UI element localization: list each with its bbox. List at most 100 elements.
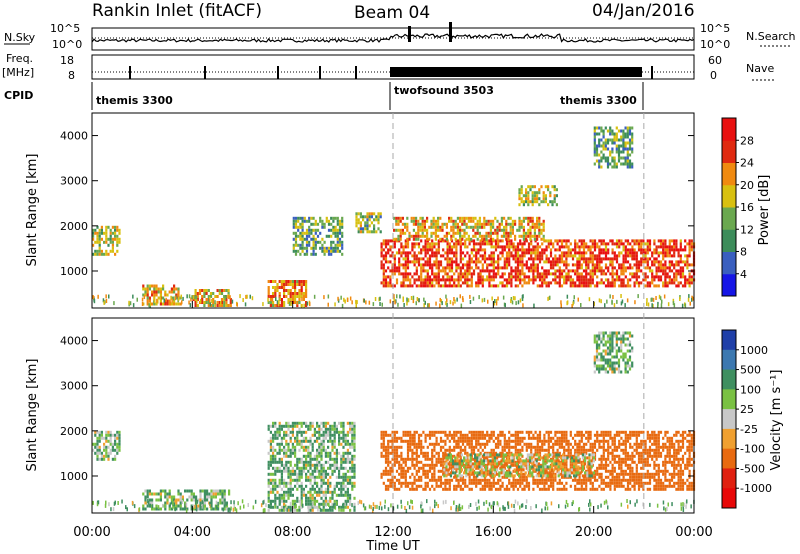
heatmap-cell — [426, 463, 429, 467]
heatmap-cell — [483, 251, 487, 255]
heatmap-cell — [472, 445, 476, 449]
heatmap-cell — [478, 231, 481, 235]
heatmap-cell — [269, 472, 272, 476]
heatmap-cell — [593, 147, 596, 151]
heatmap-cell — [335, 493, 338, 497]
heatmap-cell — [333, 430, 336, 434]
heatmap-cell — [159, 498, 162, 502]
heatmap-cell — [307, 499, 310, 503]
heatmap-cell — [420, 281, 423, 285]
heatmap-cell — [514, 278, 517, 282]
heatmap-cell — [622, 138, 625, 142]
heatmap-cell — [450, 251, 454, 255]
heatmap-cell — [444, 284, 447, 288]
heatmap-cell — [476, 237, 479, 241]
heatmap-cell — [366, 221, 369, 225]
heatmap-cell — [525, 445, 528, 449]
heatmap-cell — [296, 481, 299, 485]
heatmap-cell — [542, 197, 545, 201]
heatmap-cell — [294, 240, 298, 244]
heatmap-cell — [428, 466, 432, 470]
heatmap-cell — [609, 263, 612, 267]
heatmap-cell — [565, 263, 568, 267]
heatmap-cell — [527, 203, 530, 207]
heatmap-cell — [307, 445, 310, 449]
heatmap-cell — [340, 430, 343, 434]
heatmap-noise — [141, 302, 144, 306]
heatmap-cell — [591, 239, 594, 243]
heatmap-cell — [435, 439, 438, 443]
nsky-spike-2 — [408, 26, 411, 42]
heatmap-cell — [320, 481, 323, 485]
heatmap-cell — [382, 266, 385, 270]
heatmap-cell — [142, 287, 145, 291]
heatmap-cell — [673, 248, 676, 252]
heatmap-cell — [437, 454, 440, 458]
heatmap-cell — [563, 239, 566, 243]
heatmap-cell — [578, 239, 581, 243]
heatmap-cell — [435, 451, 438, 455]
heatmap-cell — [353, 502, 356, 506]
heatmap-cell — [146, 489, 149, 493]
heatmap-cell — [494, 260, 498, 264]
heatmap-cell — [294, 295, 297, 298]
heatmap-cell — [604, 257, 608, 261]
heatmap-cell — [569, 248, 572, 252]
heatmap-cell — [346, 451, 349, 455]
heatmap-cell — [593, 129, 596, 133]
heatmap-cell — [596, 284, 599, 288]
heatmap-cell — [589, 254, 592, 258]
heatmap-cell — [514, 234, 517, 238]
heatmap-cell — [516, 487, 520, 491]
heatmap-cell — [444, 481, 447, 485]
heatmap-cell — [310, 216, 313, 220]
heatmap-cell — [278, 493, 281, 497]
heatmap-cell — [439, 263, 443, 267]
ytick-label: 1000 — [60, 265, 88, 278]
heatmap-cell — [488, 433, 491, 437]
heatmap-cell — [456, 225, 459, 229]
heatmap-cell — [305, 436, 308, 440]
heatmap-cell — [585, 260, 588, 264]
heatmap-cell — [395, 487, 399, 491]
heatmap-cell — [553, 197, 556, 201]
heatmap-cell — [536, 284, 539, 288]
heatmap-cell — [349, 469, 352, 473]
heatmap-cell — [291, 424, 294, 428]
heatmap-cell — [446, 284, 449, 288]
heatmap-cell — [278, 427, 281, 431]
heatmap-cell — [624, 144, 627, 148]
heatmap-cell — [459, 219, 462, 223]
heatmap-cell — [450, 263, 454, 267]
heatmap-cell — [530, 451, 533, 455]
heatmap-cell — [613, 156, 616, 160]
heatmap-cell — [525, 266, 528, 270]
heatmap-cell — [397, 216, 400, 220]
heatmap-cell — [470, 239, 473, 243]
heatmap-noise — [327, 294, 330, 299]
heatmap-cell — [626, 251, 630, 255]
heatmap-cell — [688, 251, 691, 255]
heatmap-cell — [291, 466, 294, 470]
heatmap-cell — [313, 481, 316, 485]
heatmap-cell — [305, 448, 308, 452]
heatmap-cell — [673, 239, 676, 243]
heatmap-cell — [538, 430, 542, 434]
heatmap-cell — [349, 493, 352, 497]
heatmap-cell — [499, 430, 502, 434]
heatmap-cell — [404, 251, 407, 255]
heatmap-noise — [612, 295, 614, 299]
heatmap-cell — [444, 430, 447, 434]
heatmap-cell — [285, 283, 288, 286]
heatmap-cell — [400, 457, 403, 461]
heatmap-cell — [311, 508, 314, 512]
heatmap-cell — [457, 266, 460, 270]
heatmap-cell — [331, 424, 334, 428]
heatmap-cell — [424, 242, 427, 246]
heatmap-noise — [169, 301, 172, 306]
heatmap-cell — [359, 227, 362, 231]
heatmap-cell — [294, 454, 297, 458]
heatmap-cell — [545, 269, 548, 273]
heatmap-cell — [340, 481, 343, 485]
heatmap-cell — [448, 478, 451, 482]
